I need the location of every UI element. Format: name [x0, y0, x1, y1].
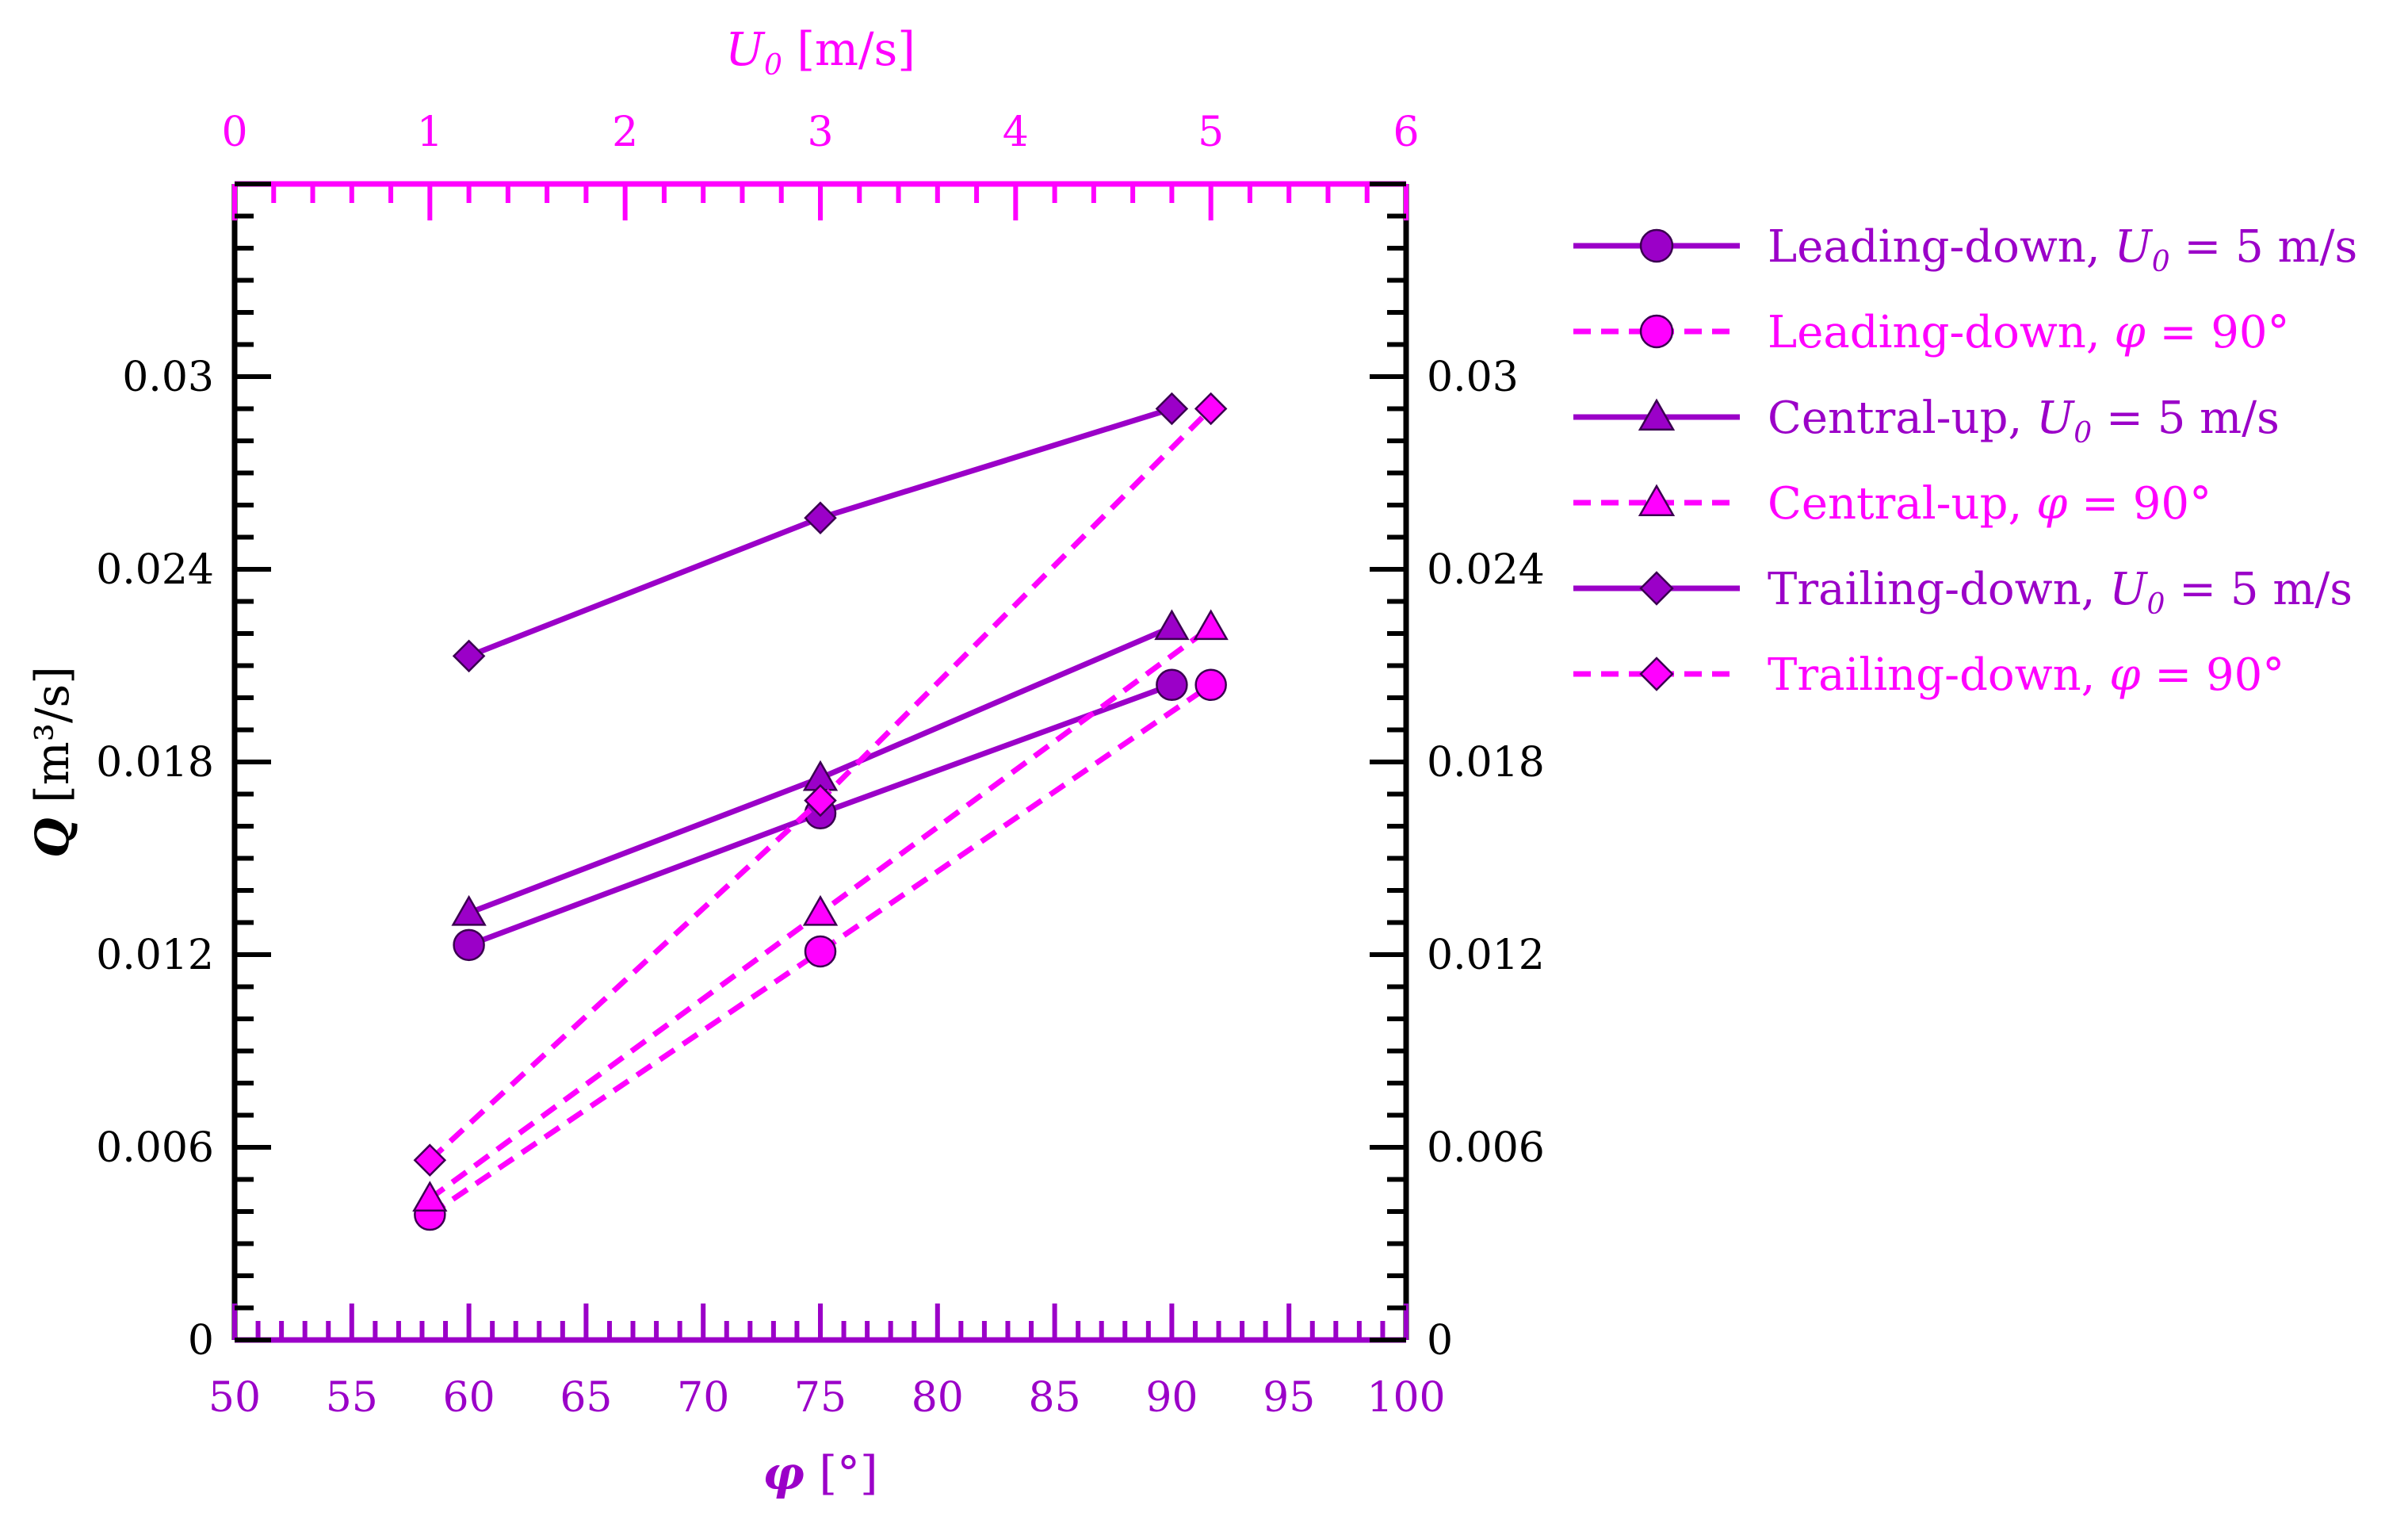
series-2-point	[451, 894, 487, 926]
legend: Leading-down, U0 = 5 m/s Leading-down, φ …	[1573, 221, 2357, 701]
series-3-point	[1193, 609, 1229, 641]
legend-marker	[1639, 228, 1674, 263]
series-2-point	[1154, 609, 1190, 641]
x-bottom-tick-label: 100	[1366, 1374, 1445, 1422]
legend-marker	[1639, 657, 1674, 691]
legend-label: Central-up, U0 = 5 m/s	[1768, 392, 2280, 450]
series-5-point	[1194, 392, 1228, 426]
y-right-tick-label: 0.024	[1427, 546, 1545, 594]
series-0-point	[1156, 668, 1188, 702]
y-left-tick-label: 0.018	[96, 739, 214, 787]
x-bottom-tick-label: 95	[1263, 1374, 1315, 1422]
y-left-tick-label: 0.006	[96, 1124, 214, 1172]
legend-label: Leading-down, φ = 90°	[1768, 307, 2289, 358]
x-top-tick-label: 1	[417, 109, 443, 156]
legend-label: Trailing-down, φ = 90°	[1768, 649, 2284, 701]
y-right-tick-label: 0.03	[1427, 354, 1519, 401]
x-top-tick-label: 4	[1003, 109, 1029, 156]
legend-item: Central-up, φ = 90°	[1573, 478, 2211, 530]
series-3-point	[802, 894, 839, 926]
x-bottom-tick-label: 75	[794, 1374, 847, 1422]
x-bottom-tick-label: 55	[326, 1374, 378, 1422]
y-title: Q [m³/s]	[25, 666, 79, 858]
series-4-point	[804, 501, 837, 534]
x-bottom-tick-label: 85	[1029, 1374, 1081, 1422]
y-right-tick-label: 0.018	[1427, 739, 1545, 787]
legend-item: Central-up, U0 = 5 m/s	[1573, 392, 2280, 450]
series-line-1	[428, 682, 1213, 1217]
x-top-tick-label: 3	[807, 109, 833, 156]
series-3-point	[412, 1181, 448, 1212]
x-bottom-title: φ [°]	[763, 1446, 877, 1500]
y-left-tick-label: 0	[188, 1317, 214, 1365]
legend-item: Trailing-down, φ = 90°	[1573, 649, 2284, 701]
x-top-tick-label: 2	[612, 109, 638, 156]
legend-marker	[1638, 398, 1676, 431]
y-right-tick-label: 0.006	[1427, 1124, 1545, 1172]
y-left-tick-label: 0.024	[96, 546, 214, 594]
x-top-tick-label: 0	[221, 109, 247, 156]
x-bottom-tick-label: 60	[443, 1374, 495, 1422]
y-left-tick-label: 0.03	[122, 354, 214, 401]
series-4-point	[452, 639, 486, 673]
legend-marker	[1638, 484, 1676, 516]
y-right-tick-label: 0	[1427, 1317, 1453, 1365]
legend-label: Leading-down, U0 = 5 m/s	[1768, 221, 2357, 278]
legend-label: Trailing-down, U0 = 5 m/s	[1768, 564, 2353, 621]
legend-item: Leading-down, U0 = 5 m/s	[1573, 221, 2357, 278]
y-right-tick-label: 0.012	[1427, 932, 1545, 979]
series-5-point	[413, 1143, 447, 1177]
legend-item: Leading-down, φ = 90°	[1573, 307, 2289, 358]
x-bottom-tick-label: 90	[1145, 1374, 1198, 1422]
x-bottom-tick-label: 70	[677, 1374, 729, 1422]
x-bottom-tick-label: 50	[208, 1374, 261, 1422]
x-bottom-tick-label: 65	[560, 1374, 612, 1422]
x-top-title: U0 [m/s]	[725, 22, 915, 82]
series-0-point	[453, 928, 485, 962]
series-5-point	[804, 783, 837, 817]
y-left-tick-label: 0.012	[96, 932, 214, 979]
series-4-point	[1155, 392, 1189, 426]
legend-marker	[1639, 571, 1674, 606]
series-1-point	[1194, 668, 1227, 702]
x-bottom-tick-label: 80	[912, 1374, 964, 1422]
x-top-tick-label: 6	[1393, 109, 1419, 156]
x-top-tick-label: 5	[1198, 109, 1224, 156]
legend-item: Trailing-down, U0 = 5 m/s	[1573, 564, 2353, 621]
legend-label: Central-up, φ = 90°	[1768, 478, 2211, 530]
series-1-point	[804, 935, 837, 968]
legend-marker	[1639, 314, 1674, 349]
